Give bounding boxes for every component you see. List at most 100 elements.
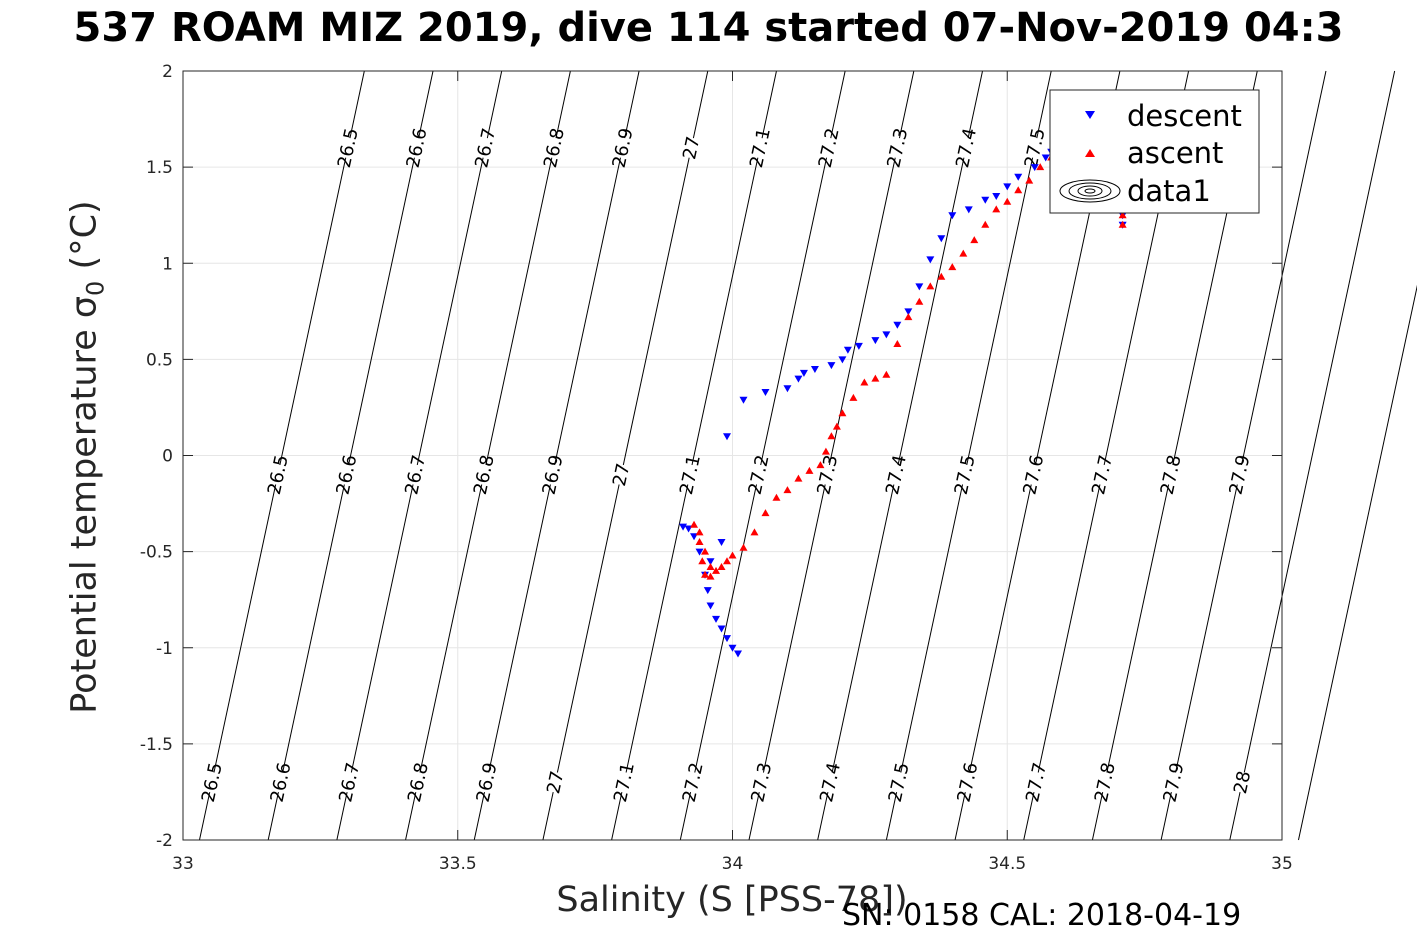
descent-point bbox=[1030, 164, 1039, 172]
descent-point bbox=[937, 235, 946, 243]
descent-point bbox=[706, 602, 715, 610]
ascent-point bbox=[761, 509, 770, 517]
contour-label-27: 27 bbox=[679, 135, 704, 162]
contour-label-27.6: 27.6 bbox=[953, 761, 982, 805]
descent-point bbox=[703, 587, 712, 595]
descent-point bbox=[810, 365, 819, 373]
contour-line-27.2 bbox=[679, 70, 846, 841]
contour-label-bg bbox=[256, 767, 305, 797]
contour-label-27.2: 27.2 bbox=[815, 126, 844, 170]
ascent-point bbox=[926, 282, 935, 290]
contour-line-26.5 bbox=[198, 70, 365, 841]
contour-label-bg bbox=[530, 133, 578, 163]
descent-point bbox=[723, 635, 732, 643]
ascent-point bbox=[860, 378, 869, 386]
contour-label-28: 28 bbox=[1230, 769, 1255, 796]
y-tick-label: 0.5 bbox=[146, 350, 173, 370]
contour-label-26.8: 26.8 bbox=[470, 453, 499, 497]
ascent-point bbox=[948, 263, 957, 271]
ascent-point bbox=[698, 557, 707, 565]
contour-line-27.1 bbox=[611, 70, 777, 841]
ascent-point bbox=[832, 422, 841, 430]
contour-label-27.8: 27.8 bbox=[1091, 761, 1120, 805]
descent-point bbox=[981, 196, 990, 204]
contour-label-27: 27 bbox=[543, 769, 568, 796]
contour-label-bg bbox=[1149, 767, 1198, 797]
descent-point bbox=[992, 192, 1001, 200]
ascent-point bbox=[882, 370, 891, 378]
contour-line-27.5 bbox=[885, 70, 1052, 841]
descent-point bbox=[717, 625, 726, 633]
descent-point bbox=[843, 346, 852, 354]
ascent-point bbox=[915, 297, 924, 305]
y-axis-ticks: -2 -1.5 -1 -0.5 0 0.5 1 1.5 2 bbox=[140, 62, 1282, 851]
descent-point bbox=[964, 206, 973, 214]
x-tick-label: 35 bbox=[1271, 854, 1293, 874]
contour-label-26.8: 26.8 bbox=[540, 126, 569, 170]
ascent-point bbox=[893, 339, 902, 347]
legend-box bbox=[1049, 89, 1260, 214]
contour-label-bg bbox=[736, 133, 784, 163]
legend-ascent-marker bbox=[1085, 149, 1095, 157]
ascent-point bbox=[712, 566, 721, 574]
descent-point bbox=[838, 356, 847, 364]
ascent-point bbox=[871, 374, 880, 382]
contour-line-28 bbox=[1229, 70, 1396, 841]
contour-label-bg bbox=[391, 460, 439, 490]
ascent-point bbox=[904, 313, 913, 321]
contour-label-bg bbox=[942, 133, 990, 163]
ascent-point bbox=[970, 236, 979, 244]
descent-point bbox=[882, 331, 891, 339]
descent-point bbox=[695, 548, 704, 556]
contour-line-26.6 bbox=[267, 70, 434, 841]
y-tick-label: -0.5 bbox=[140, 543, 173, 563]
contour-label-27.4: 27.4 bbox=[952, 126, 981, 170]
ascent-point bbox=[992, 205, 1001, 213]
legend-descent-marker bbox=[1085, 111, 1095, 119]
contour-label-27.3: 27.3 bbox=[813, 453, 842, 497]
descent-point bbox=[871, 337, 880, 345]
ascent-point bbox=[1118, 211, 1127, 219]
contour-label-bg bbox=[734, 460, 783, 490]
contour-label-27.9: 27.9 bbox=[1225, 453, 1254, 497]
y-axis-label-symbol: σ bbox=[64, 295, 105, 319]
descent-point bbox=[706, 558, 715, 566]
contour-label-26.5: 26.5 bbox=[334, 126, 363, 170]
x-tick-label: 34.5 bbox=[988, 854, 1026, 874]
y-tick-label: -2 bbox=[156, 831, 173, 851]
contour-label-bg bbox=[597, 460, 645, 490]
x-tick-label: 34 bbox=[722, 854, 744, 874]
contour-label-27.7: 27.7 bbox=[1022, 761, 1051, 805]
contour-label-bg bbox=[1009, 460, 1057, 490]
contour-label-bg bbox=[669, 767, 717, 797]
contour-label-27.1: 27.1 bbox=[676, 453, 705, 497]
ascent-point bbox=[717, 563, 726, 571]
contour-label-26.6: 26.6 bbox=[267, 761, 296, 805]
contour-line-27.3 bbox=[748, 70, 915, 841]
contour-label-bg bbox=[872, 460, 920, 490]
descent-point bbox=[799, 369, 808, 377]
descent-point bbox=[761, 389, 770, 397]
ascent-point bbox=[937, 272, 946, 280]
ascent-point bbox=[739, 543, 748, 551]
contour-line-26.8 bbox=[405, 70, 571, 841]
x-tick-label: 33.5 bbox=[439, 854, 477, 874]
contour-label-bg bbox=[873, 133, 921, 163]
descent-point bbox=[728, 644, 737, 652]
contour-label-bg bbox=[1078, 460, 1126, 490]
contour-label-bg bbox=[666, 460, 714, 490]
descent-point bbox=[712, 615, 721, 623]
descent-point bbox=[948, 212, 957, 220]
y-tick-label: 0 bbox=[162, 447, 173, 467]
contour-label-26.9: 26.9 bbox=[539, 453, 568, 497]
contour-label-27.8: 27.8 bbox=[1157, 453, 1186, 497]
ascent-point bbox=[723, 557, 732, 565]
contour-label-bg bbox=[1215, 460, 1264, 490]
contour-label-27.5: 27.5 bbox=[885, 761, 914, 805]
contour-label-bg bbox=[325, 767, 373, 797]
y-tick-label: 1 bbox=[162, 254, 173, 274]
y-axis-label-main: Potential temperature bbox=[64, 318, 105, 714]
contour-label-bg bbox=[805, 133, 853, 163]
descent-point bbox=[854, 342, 863, 350]
contour-label-bg bbox=[462, 767, 511, 797]
